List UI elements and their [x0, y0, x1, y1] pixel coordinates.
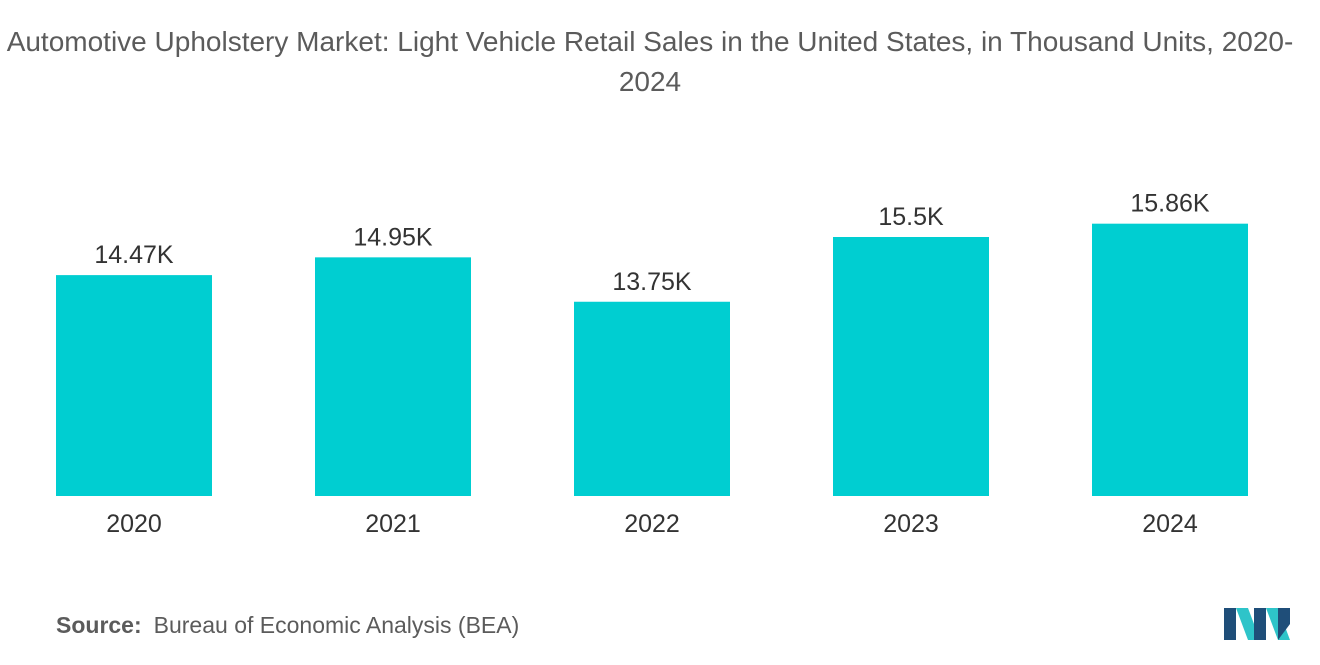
data-label-2020: 14.47K: [94, 241, 174, 269]
bar-2024: [1092, 223, 1248, 496]
data-label-2022: 13.75K: [612, 268, 692, 296]
x-tick-label-2022: 2022: [624, 510, 680, 538]
source-label: Source:: [56, 612, 142, 638]
chart-title: Automotive Upholstery Market: Light Vehi…: [6, 26, 1294, 97]
data-label-2023: 15.5K: [878, 203, 944, 231]
x-tick-label-2023: 2023: [883, 510, 939, 538]
x-tick-label-2024: 2024: [1142, 510, 1198, 538]
bar-2021: [315, 257, 471, 496]
mordor-intelligence-logo-icon: [1224, 608, 1290, 640]
bar-2023: [833, 237, 989, 496]
data-label-2024: 15.86K: [1130, 190, 1210, 218]
bar-2020: [56, 275, 212, 496]
bar-chart: 14.47K 2020 14.95K 2021 13.75K 2022 15.5K 2023 1…: [56, 190, 1248, 538]
bar-2022: [574, 301, 730, 496]
x-tick-label-2020: 2020: [106, 510, 162, 538]
data-label-2021: 14.95K: [353, 223, 433, 251]
source-text: Bureau of Economic Analysis (BEA): [153, 612, 520, 638]
x-tick-label-2021: 2021: [365, 510, 421, 538]
source-line: Source: Bureau of Economic Analysis (BEA): [56, 612, 519, 639]
